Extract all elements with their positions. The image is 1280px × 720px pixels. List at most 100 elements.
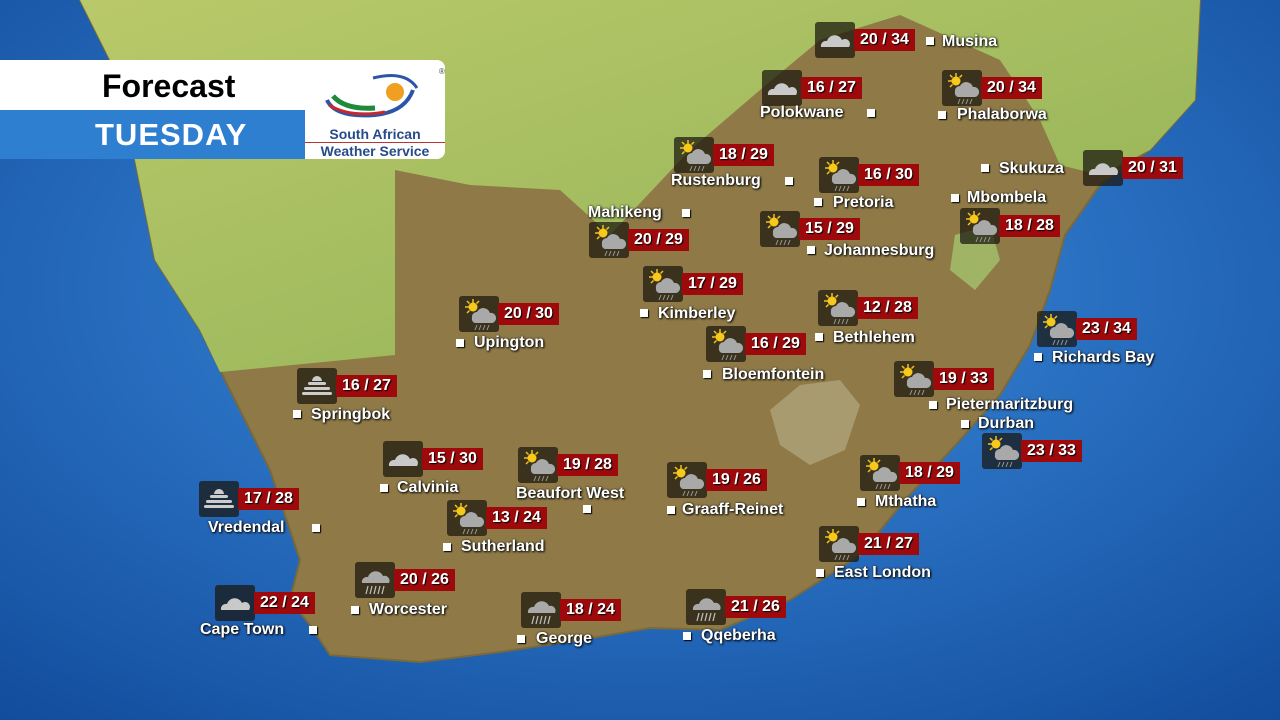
forecast-day: TUESDAY (95, 117, 248, 152)
city-label-musina: Musina (942, 33, 998, 50)
temp-richards-bay: 23 / 34 (1076, 318, 1137, 340)
temp-vredendal: 17 / 28 (238, 488, 299, 510)
temp-pietermaritzburg: 19 / 33 (933, 368, 994, 390)
thunderstorm-icon (1037, 311, 1077, 347)
city-label-george: George (536, 630, 593, 647)
lesotho (770, 380, 860, 465)
temp-beaufort-west: 19 / 28 (557, 454, 618, 476)
temp-musina: 20 / 34 (854, 29, 915, 51)
city-marker-rustenburg (785, 177, 793, 185)
city-marker-polokwane (867, 109, 875, 117)
temp-springbok: 16 / 27 (336, 375, 397, 397)
thunderstorm-icon (819, 157, 859, 193)
thunderstorm-icon (860, 455, 900, 491)
temp-sutherland: 13 / 24 (486, 507, 547, 529)
city-marker-upington (456, 339, 464, 347)
thunderstorm-icon (518, 447, 558, 483)
city-label-pretoria: Pretoria (833, 194, 894, 211)
cloudy-icon (383, 441, 423, 477)
city-label-vredendal: Vredendal (208, 519, 285, 536)
thunderstorm-icon (819, 526, 859, 562)
city-marker-calvinia (380, 484, 388, 492)
city-marker-worcester (351, 606, 359, 614)
thunderstorm-icon (667, 462, 707, 498)
city-label-kimberley: Kimberley (658, 305, 736, 322)
forecast-banner (0, 60, 305, 110)
temp-kimberley: 17 / 29 (682, 273, 743, 295)
rain-icon (355, 562, 395, 598)
cloudy-icon (215, 585, 255, 621)
city-marker-richards-bay (1034, 353, 1042, 361)
city-label-east-london: East London (834, 564, 931, 581)
temp-calvinia: 15 / 30 (422, 448, 483, 470)
city-marker-east-london (816, 569, 824, 577)
city-marker-sutherland (443, 543, 451, 551)
city-label-bethlehem: Bethlehem (833, 329, 915, 346)
thunderstorm-icon (942, 70, 982, 106)
rain-icon (686, 589, 726, 625)
thunderstorm-icon (982, 433, 1022, 469)
city-marker-george (517, 635, 525, 643)
city-label-pietermaritzburg: Pietermaritzburg (946, 396, 1074, 413)
city-label-mbombela: Mbombela (967, 189, 1047, 206)
temp-mthatha: 18 / 29 (899, 462, 960, 484)
fog-icon (199, 481, 239, 517)
city-marker-bethlehem (815, 333, 823, 341)
temp-mahikeng: 20 / 29 (628, 229, 689, 251)
forecast-title: Forecast (102, 68, 236, 104)
city-marker-qqeberha (683, 632, 691, 640)
city-label-johannesburg: Johannesburg (824, 242, 935, 259)
city-marker-bloemfontein (703, 370, 711, 378)
city-marker-cape-town (309, 626, 317, 634)
cloudy-icon (762, 70, 802, 106)
temp-east-london: 21 / 27 (858, 533, 919, 555)
temp-durban: 23 / 33 (1021, 440, 1082, 462)
city-marker-mbombela (951, 194, 959, 202)
logo-line-1: South African (329, 126, 421, 142)
city-label-graaff-reinet: Graaff-Reinet (682, 501, 784, 518)
city-label-qqeberha: Qqeberha (701, 627, 776, 644)
city-marker-mthatha (857, 498, 865, 506)
city-marker-skukuza (981, 164, 989, 172)
city-label-richards-bay: Richards Bay (1052, 349, 1155, 366)
thunderstorm-icon (459, 296, 499, 332)
saws-logo-emblem: ® (325, 67, 445, 118)
city-label-phalaborwa: Phalaborwa (957, 106, 1047, 123)
thunderstorm-icon (818, 290, 858, 326)
temp-johannesburg: 15 / 29 (799, 218, 860, 240)
temp-worcester: 20 / 26 (394, 569, 455, 591)
fog-icon (297, 368, 337, 404)
city-label-upington: Upington (474, 334, 545, 351)
cloudy-icon (1083, 150, 1123, 186)
temp-bethlehem: 12 / 28 (857, 297, 918, 319)
thunderstorm-icon (894, 361, 934, 397)
cloudy-icon (815, 22, 855, 58)
city-label-beaufort-west: Beaufort West (516, 485, 625, 502)
thunderstorm-icon (643, 266, 683, 302)
city-marker-johannesburg (807, 246, 815, 254)
temp-bloemfontein: 16 / 29 (745, 333, 806, 355)
day-banner (0, 110, 305, 159)
city-marker-vredendal (312, 524, 320, 532)
city-marker-kimberley (640, 309, 648, 317)
thunderstorm-icon (674, 137, 714, 173)
city-marker-pretoria (814, 198, 822, 206)
temp-cape-town: 22 / 24 (254, 592, 315, 614)
city-label-mahikeng: Mahikeng (588, 204, 662, 221)
temp-george: 18 / 24 (560, 599, 621, 621)
rain-icon (521, 592, 561, 628)
thunderstorm-icon (447, 500, 487, 536)
thunderstorm-icon (960, 208, 1000, 244)
city-label-springbok: Springbok (311, 406, 391, 423)
city-label-cape-town: Cape Town (200, 621, 285, 638)
logo-line-2: Weather Service (305, 142, 445, 159)
temp-qqeberha: 21 / 26 (725, 596, 786, 618)
registered-mark: ® (439, 67, 445, 76)
city-label-polokwane: Polokwane (760, 104, 844, 121)
city-label-durban: Durban (978, 415, 1034, 432)
temp-pretoria: 16 / 30 (858, 164, 919, 186)
city-marker-graaff-reinet (667, 506, 675, 514)
temp-phalaborwa: 20 / 34 (981, 77, 1042, 99)
temp-graaff-reinet: 19 / 26 (706, 469, 767, 491)
